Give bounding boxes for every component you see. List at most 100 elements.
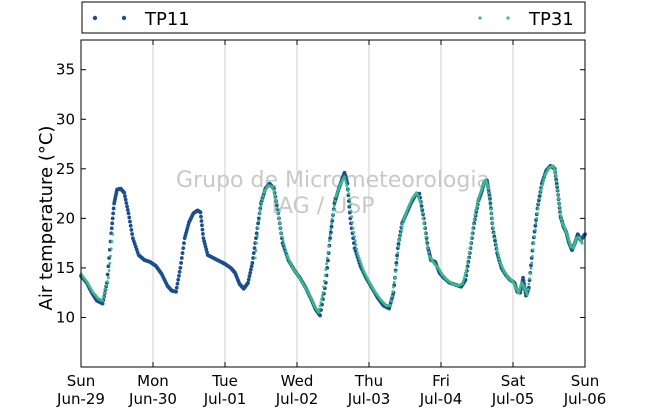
tp31-point: [487, 187, 490, 191]
tp31-point: [539, 189, 543, 193]
y-tick-label: 30: [56, 110, 75, 128]
tp11-point: [328, 236, 333, 241]
tp31-point: [356, 251, 359, 255]
tp31-point: [111, 232, 115, 236]
tp11-point: [111, 206, 116, 211]
tp31-point: [254, 249, 258, 252]
tp31-point: [464, 271, 467, 275]
tp31-point: [344, 180, 348, 184]
tp31-point: [109, 247, 113, 251]
tp31-point: [110, 240, 114, 243]
tp31-point: [348, 203, 352, 207]
tp31-point: [489, 203, 492, 207]
tp11-point: [130, 232, 135, 236]
tp31-point: [260, 201, 264, 205]
tp31-point: [322, 285, 326, 289]
tp31-point: [556, 193, 560, 196]
x-tick-label-date: Jul-01: [203, 390, 247, 408]
tp31-point: [490, 216, 494, 220]
tp11-point: [128, 219, 132, 224]
tp31-point: [278, 221, 282, 225]
tp31-point: [394, 270, 398, 273]
legend-marker-tp31: [478, 16, 482, 20]
tp31-point: [333, 199, 337, 203]
tp31-point: [286, 255, 290, 259]
tp31-point: [426, 247, 430, 250]
tp31-point: [399, 232, 403, 235]
tp31-point: [353, 239, 357, 243]
tp31-point: [542, 177, 546, 181]
x-tick-label-day: Mon: [137, 372, 169, 390]
tp31-point: [491, 221, 495, 225]
tp31-point: [105, 284, 108, 287]
tp31-point: [258, 212, 261, 215]
tp11-point: [254, 231, 259, 236]
tp31-point: [258, 208, 262, 212]
tp31-point: [541, 183, 544, 187]
tp31-point: [259, 205, 263, 208]
tp11-point: [249, 267, 253, 272]
tp31-point: [400, 225, 404, 229]
tp31-point: [330, 217, 334, 221]
legend-label-tp31: TP31: [528, 9, 574, 30]
tp31-point: [495, 248, 499, 251]
tp11-point: [521, 275, 525, 280]
plot-frame: [80, 39, 586, 368]
tp31-point: [535, 216, 539, 220]
tp31-point: [257, 219, 261, 223]
tp31-point: [276, 212, 280, 215]
tp31-point: [475, 203, 479, 207]
tp31-point: [425, 243, 429, 247]
tp31-point: [324, 268, 328, 271]
tp31-point: [531, 248, 535, 252]
tp31-point: [280, 235, 284, 239]
tp31-point: [423, 226, 426, 230]
tp31-point: [349, 209, 353, 213]
tp31-point: [104, 287, 107, 291]
tp31-point: [559, 211, 562, 215]
x-tick-label-day: Tue: [211, 372, 238, 390]
tp31-point: [319, 301, 323, 304]
tp31-point: [397, 238, 401, 242]
legend: TP11 TP31: [81, 1, 586, 34]
tp31-point: [282, 242, 286, 246]
tp11-point: [182, 241, 186, 246]
tp31-point: [322, 279, 326, 283]
tp11-point: [110, 221, 115, 226]
tp11-point: [123, 197, 128, 202]
tp11-point: [201, 231, 205, 236]
tp31-point: [489, 207, 493, 211]
series-tp31: [79, 164, 584, 314]
tp31-point: [427, 250, 431, 254]
tp31-point: [560, 217, 563, 221]
tp31-point: [325, 262, 328, 266]
tp31-point: [558, 208, 562, 212]
tp31-point: [346, 189, 350, 193]
tp11-point: [125, 208, 130, 212]
tp31-point: [534, 221, 538, 225]
tp31-point: [353, 235, 356, 238]
tp31-point: [358, 257, 361, 261]
tp31-point: [528, 277, 531, 281]
tp31-point: [466, 256, 470, 260]
tp31-point: [533, 228, 537, 232]
tp11-point: [100, 301, 105, 306]
y-tick-label: 35: [56, 61, 75, 79]
tp31-point: [493, 236, 497, 240]
tp31-point: [106, 280, 109, 284]
tp31-point: [355, 247, 359, 251]
tp31-point: [420, 212, 424, 215]
tp31-point: [109, 254, 112, 258]
tp11-point: [109, 226, 114, 231]
tp31-point: [352, 231, 356, 234]
tp31-point: [318, 304, 322, 308]
x-tick-label-day: Sat: [501, 372, 526, 390]
tp11-point: [199, 214, 203, 219]
tp31-point: [533, 235, 536, 238]
tp31-point: [328, 233, 332, 237]
tp31-point: [359, 262, 363, 266]
tp11-point: [246, 280, 250, 285]
tp31-point: [327, 245, 331, 248]
tp31-point: [419, 202, 423, 205]
tp31-point: [283, 246, 287, 250]
